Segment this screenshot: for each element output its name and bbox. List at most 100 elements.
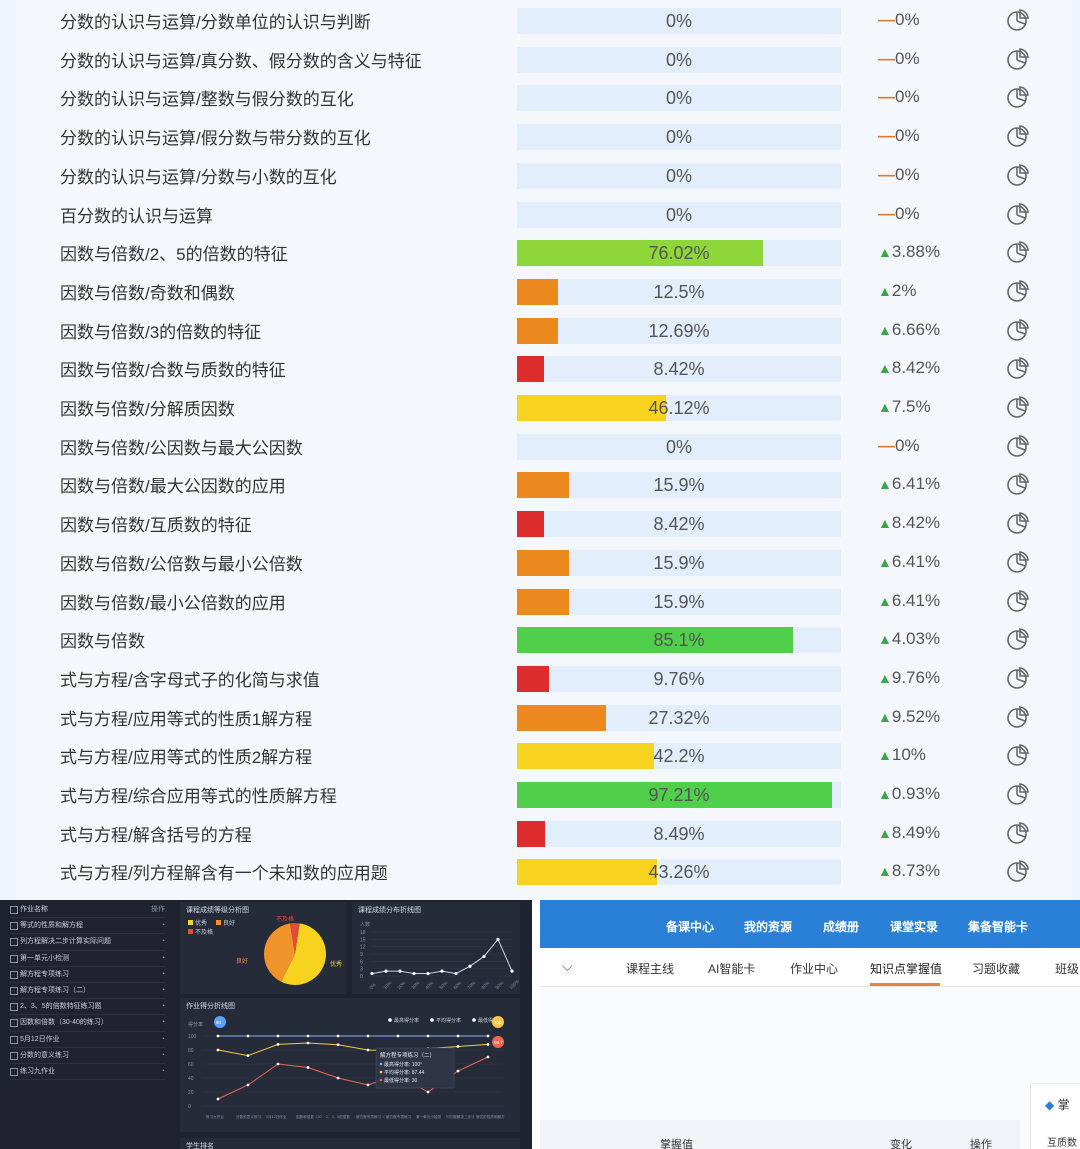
pie-chart-icon[interactable] [1005,665,1031,691]
pie-chart-icon[interactable] [1005,355,1031,381]
tab-item[interactable]: 班级 [1055,962,1080,976]
pie-chart-icon[interactable] [1005,7,1031,33]
nav-item[interactable]: 成绩册 [823,920,860,934]
pie-chart-icon[interactable] [1005,471,1031,497]
pie-chart-icon[interactable] [1005,394,1031,420]
pie-chart-icon[interactable]: ◔ [160,1051,165,1059]
knowledge-point-name: 因数与倍数/2、5的倍数的特征 [60,245,288,265]
tab-item[interactable]: 习题收藏 [972,962,1021,976]
pie-chart-icon[interactable]: ◔ [160,954,165,962]
homework-list-item[interactable]: 第一单元小检测 ◔ [10,951,165,967]
pie-chart-icon[interactable] [1005,239,1031,265]
dash-icon: — [878,164,895,184]
nav-item[interactable]: 备课中心 [666,920,715,934]
table-row: 分数的认识与运算/整数与假分数的互化 0% —0% [0,78,1080,117]
header-action: 操作 [970,1139,992,1149]
pie-chart-icon[interactable] [1005,433,1031,459]
table-row: 百分数的认识与运算 0% —0% [0,195,1080,234]
pie-chart-icon[interactable]: ◔ [160,922,165,930]
pie-chart-icon[interactable] [1005,549,1031,575]
nav-item[interactable]: 集备智能卡 [968,920,1029,934]
pie-chart-icon[interactable] [1005,201,1031,227]
homework-list-item[interactable]: 等式的性质和解方程 ◔ [10,918,165,935]
pie-chart-icon[interactable]: ◔ [160,1003,165,1011]
knowledge-point-name: 因数与倍数/最小公倍数的应用 [60,593,286,613]
mastery-bar: 12.5% [517,278,841,305]
homework-name: 等式的性质和解方程 [20,922,83,930]
change-value: —0% [878,87,920,107]
mastery-bar-fill [517,743,654,770]
homework-list-item[interactable]: 5月12日作业 ◔ [10,1032,165,1048]
mastery-bar-fill [517,665,549,692]
homework-list-item[interactable]: 分数的意义练习 ◔ [10,1048,165,1064]
pie-chart-icon[interactable] [1005,588,1031,614]
mastery-bar: 27.32% [517,704,841,731]
pie-chart-icon[interactable]: ◔ [160,1067,165,1075]
pie-chart-icon[interactable] [1005,742,1031,768]
data-point [370,971,374,976]
knowledge-point-name: 式与方程/列方程解含有一个未知数的应用题 [60,864,388,884]
change-value: ▲6.41% [878,591,940,611]
pie-chart-icon[interactable] [1005,626,1031,652]
legend-label: 最低得分率 [478,1017,503,1024]
list-header-label: 作业名称 [20,906,48,913]
data-point [496,937,500,941]
change-text: 0% [895,203,920,223]
pie-chart-icon[interactable]: ◔ [160,970,165,978]
table-row: 分数的认识与运算/分数与小数的互化 0% —0% [0,156,1080,195]
tab-item[interactable]: AI智能卡 [708,962,756,976]
x-tick-label: 因数和倍数（30 [296,1114,322,1119]
homework-list-item[interactable]: 列方程解决二步计算实际问题 ◔ [10,934,165,951]
homework-list-item[interactable]: 因数和倍数（30-40的练习） ◔ [10,1015,165,1032]
pie-chart-icon[interactable]: ◔ [160,938,165,946]
pie-chart-icon[interactable] [1005,123,1031,149]
table-row: 式与方程/应用等式的性质1解方程 27.32% ▲9.52% [0,698,1080,737]
tab-item[interactable]: 知识点掌握值 [870,962,943,976]
y-tick-label: 60 [188,1062,194,1068]
pie-chart-icon[interactable] [1005,858,1031,884]
pie-chart-icon[interactable] [1005,84,1031,110]
homework-list-item[interactable]: 解方程专项练习 ◔ [10,967,165,983]
homework-list-item[interactable]: 解方程专项练习（二） ◔ [10,983,165,1000]
pie-chart-icon[interactable] [1005,781,1031,807]
pie-chart-icon[interactable] [1005,278,1031,304]
pie-chart-icon[interactable] [1005,46,1031,72]
change-text: 4.03% [891,629,941,649]
pie-chart-icon[interactable]: ◔ [160,1019,165,1027]
mastery-percent: 0% [665,165,692,186]
tab-item[interactable]: 课程主线 [626,962,675,976]
data-point [216,1097,220,1101]
x-tick-label: 100% [508,979,520,991]
homework-name: 第一单元小检测 [20,954,69,962]
pie-chart-icon[interactable]: ◔ [160,1035,165,1043]
y-tick-label: 9 [360,952,363,958]
homework-list-item[interactable]: 2、3、5的倍数特征练习题 ◔ [10,999,165,1016]
knowledge-point-name: 式与方程/应用等式的性质1解方程 [60,709,313,729]
data-point [396,1034,400,1038]
pie-chart-icon[interactable] [1005,162,1031,188]
change-text: 0.93% [891,784,941,803]
homework-list-item[interactable]: 练习九作业 ◔ [10,1064,165,1081]
table-row: 因数与倍数/最大公因数的应用 15.9% ▲6.41% [0,465,1080,504]
knowledge-point-name: 因数与倍数/奇数和偶数 [60,283,235,303]
pie-chart-icon[interactable] [1005,820,1031,846]
side-panel-row: 互质数 [1047,1138,1077,1149]
table-row: 因数与倍数/2、5的倍数的特征 76.02% ▲3.88% [0,233,1080,272]
pie-chart-icon[interactable] [1005,510,1031,536]
pie-chart-icon[interactable] [1005,317,1031,343]
tooltip-title: 解方程专项练习（二） [380,1051,435,1059]
chevron-down-icon[interactable]: ⌵ [562,958,573,974]
pie-chart-icon[interactable]: ◔ [160,986,165,994]
change-value: ▲9.52% [878,707,940,727]
knowledge-point-name: 因数与倍数/最大公因数的应用 [60,477,286,497]
pie-chart-icon[interactable] [1005,704,1031,730]
nav-item[interactable]: 课堂实录 [890,920,939,934]
nav-item[interactable]: 我的资源 [744,920,793,934]
change-value: ▲4.03% [878,629,940,649]
y-tick-label: 20 [188,1090,194,1096]
table-row: 因数与倍数 85.1% ▲4.03% [0,620,1080,659]
mastery-percent: 0% [665,127,692,148]
mastery-bar: 8.42% [517,511,841,538]
tab-item[interactable]: 作业中心 [790,962,839,976]
